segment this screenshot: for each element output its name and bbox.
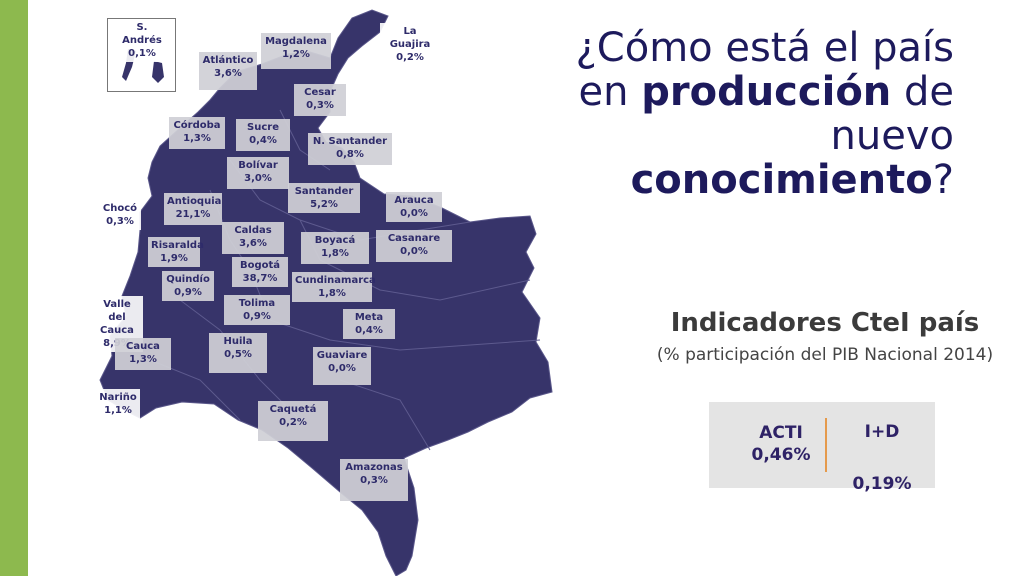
dept-label-bogota: Bogotá 38,7% [232, 257, 288, 287]
dept-label-risaralda: Risaralda 1,9% [148, 237, 204, 267]
acti-label: ACTI [759, 423, 803, 443]
dept-label-narino: Nariño 1,1% [96, 389, 140, 419]
title-line-2: en producción de [578, 69, 954, 115]
dept-label-choco: Chocó 0,3% [99, 200, 141, 230]
dept-label-sucre: Sucre 0,4% [236, 119, 290, 151]
acti-indicator: ACTI 0,46% [731, 422, 831, 466]
dept-label-cordoba: Córdoba 1,3% [169, 117, 225, 149]
indicator-divider [825, 418, 827, 472]
dept-label-tolima: Tolima 0,9% [224, 295, 290, 325]
dept-label-cesar: Cesar 0,3% [294, 84, 346, 116]
dept-label-quindio: Quindío 0,9% [162, 271, 214, 301]
id-label: I+D [864, 422, 900, 442]
dept-label-meta: Meta 0,4% [343, 309, 395, 339]
title-line-4: conocimiento? [630, 157, 954, 203]
dept-label-guaviare: Guaviare 0,0% [313, 347, 371, 385]
dept-label-casanare: Casanare 0,0% [376, 230, 452, 262]
dept-label-boyaca: Boyacá 1,8% [301, 232, 369, 264]
dept-label-caldas: Caldas 3,6% [222, 222, 284, 254]
dept-label-bolivar: Bolívar 3,0% [227, 157, 289, 189]
indicators-box: ACTI 0,46% I+D 0,19% [709, 402, 935, 494]
dept-label-cundinamarca: Cundinamarca 1,8% [292, 272, 376, 302]
dept-label-arauca: Arauca 0,0% [386, 192, 442, 222]
dept-label-santander: Santander 5,2% [288, 183, 360, 213]
dept-label-cauca: Cauca 1,3% [115, 338, 171, 370]
accent-side-bar [0, 0, 28, 576]
dept-label-san-andres: S. Andrés 0,1% [116, 19, 168, 62]
indicators-heading: Indicadores CteI país [670, 308, 980, 338]
title-line-3: nuevo [830, 113, 954, 159]
page-title: ¿Cómo está el país en producción de nuev… [534, 26, 954, 202]
dept-label-la-guajira: La Guajira 0,2% [380, 23, 440, 66]
indicators-subheading: (% participación del PIB Nacional 2014) [656, 345, 994, 365]
dept-label-magdalena: Magdalena 1,2% [261, 33, 331, 69]
title-line-1: ¿Cómo está el país [575, 25, 954, 71]
dept-label-caqueta: Caquetá 0,2% [258, 401, 328, 441]
id-value: 0,19% [852, 474, 912, 494]
dept-label-n-santander: N. Santander 0,8% [308, 133, 392, 165]
dept-label-huila: Huila 0,5% [209, 333, 267, 373]
dept-label-antioquia: Antioquia 21,1% [164, 193, 222, 225]
acti-value: 0,46% [751, 445, 811, 465]
dept-label-amazonas: Amazonas 0,3% [340, 459, 408, 501]
dept-label-atlantico: Atlántico 3,6% [199, 52, 257, 90]
